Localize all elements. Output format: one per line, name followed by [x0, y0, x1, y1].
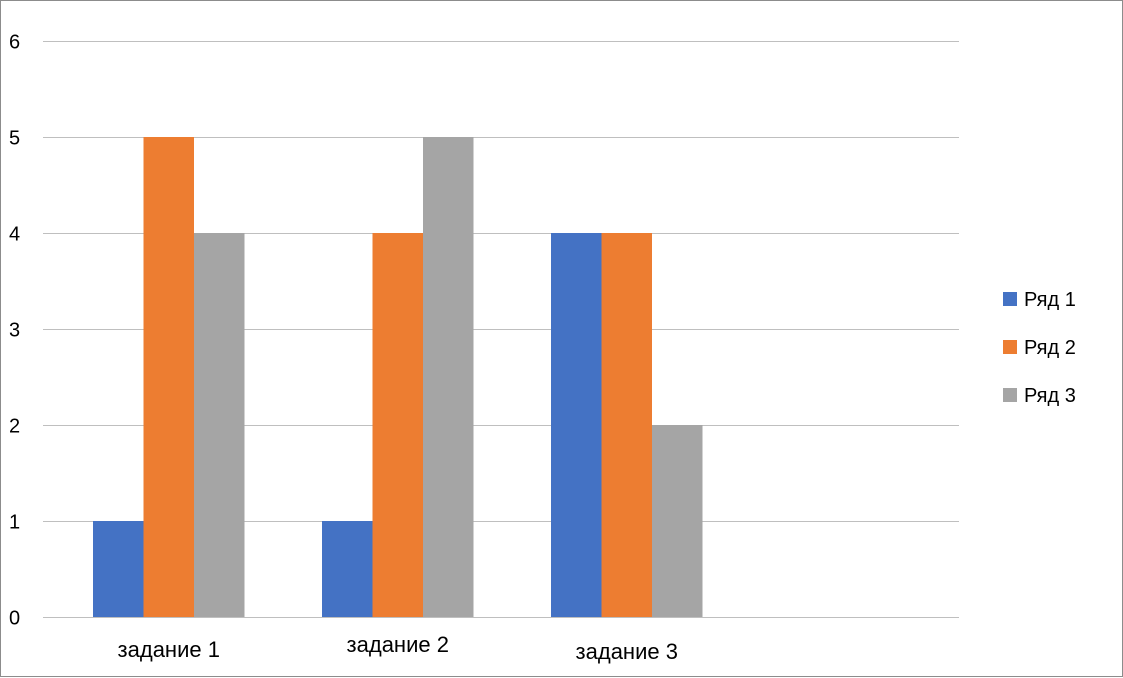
y-tick-label: 6	[9, 32, 20, 54]
bar-series-2-category-1	[143, 137, 194, 617]
bar-series-3-category-2	[423, 137, 474, 617]
legend-swatch-series-3	[1003, 388, 1017, 402]
bar-series-1-category-1	[93, 521, 144, 617]
legend-label-series-3: Ряд 3	[1024, 385, 1076, 407]
bar-series-2-category-3	[601, 233, 652, 617]
y-axis-tick-labels: 0 1 2 3 4 5 6	[9, 32, 20, 630]
y-tick-label: 2	[9, 416, 20, 438]
legend-label-series-1: Ряд 1	[1024, 289, 1076, 311]
y-tick-label: 4	[9, 224, 20, 246]
legend-label-series-2: Ряд 2	[1024, 337, 1076, 359]
bars	[93, 137, 703, 617]
bar-series-3-category-1	[194, 233, 245, 617]
legend-swatch-series-1	[1003, 292, 1017, 306]
x-category-label: задание 2	[347, 632, 449, 657]
x-axis-category-labels: задание 1 задание 2 задание 3	[118, 632, 678, 664]
bar-series-1-category-2	[322, 521, 373, 617]
bar-series-3-category-3	[652, 425, 703, 617]
legend-swatch-series-2	[1003, 340, 1017, 354]
y-tick-label: 1	[9, 512, 20, 534]
x-category-label: задание 1	[118, 637, 220, 662]
y-tick-label: 3	[9, 320, 20, 342]
y-tick-label: 0	[9, 608, 20, 630]
x-category-label: задание 3	[576, 639, 678, 664]
legend: Ряд 1 Ряд 2 Ряд 3	[1003, 289, 1076, 407]
bar-series-2-category-2	[372, 233, 423, 617]
y-tick-label: 5	[9, 128, 20, 150]
bar-series-1-category-3	[551, 233, 602, 617]
